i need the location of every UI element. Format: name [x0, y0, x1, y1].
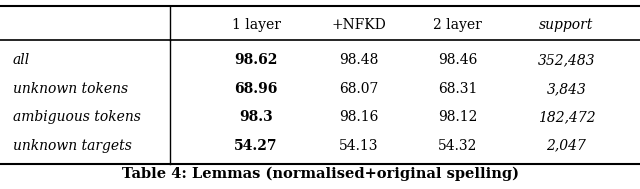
- Text: support: support: [540, 18, 593, 32]
- Text: unknown tokens: unknown tokens: [13, 82, 128, 96]
- Text: 54.32: 54.32: [438, 139, 477, 153]
- Text: 98.16: 98.16: [339, 110, 378, 124]
- Text: 54.27: 54.27: [234, 139, 278, 153]
- Text: 1 layer: 1 layer: [232, 18, 280, 32]
- Text: all: all: [13, 53, 30, 67]
- Text: unknown targets: unknown targets: [13, 139, 132, 153]
- Text: 68.07: 68.07: [339, 82, 378, 96]
- Text: 98.3: 98.3: [239, 110, 273, 124]
- Text: ambiguous tokens: ambiguous tokens: [13, 110, 141, 124]
- Text: +NFKD: +NFKD: [331, 18, 386, 32]
- Text: 98.48: 98.48: [339, 53, 378, 67]
- Text: 54.13: 54.13: [339, 139, 378, 153]
- Text: 182,472: 182,472: [538, 110, 595, 124]
- Text: 3,843: 3,843: [547, 82, 586, 96]
- Text: Table 4: Lemmas (normalised+original spelling): Table 4: Lemmas (normalised+original spe…: [122, 167, 518, 181]
- Text: 352,483: 352,483: [538, 53, 595, 67]
- Text: 98.46: 98.46: [438, 53, 477, 67]
- Text: 98.12: 98.12: [438, 110, 477, 124]
- Text: 2,047: 2,047: [547, 139, 586, 153]
- Text: 98.62: 98.62: [234, 53, 278, 67]
- Text: 2 layer: 2 layer: [433, 18, 482, 32]
- Text: 68.31: 68.31: [438, 82, 477, 96]
- Text: 68.96: 68.96: [234, 82, 278, 96]
